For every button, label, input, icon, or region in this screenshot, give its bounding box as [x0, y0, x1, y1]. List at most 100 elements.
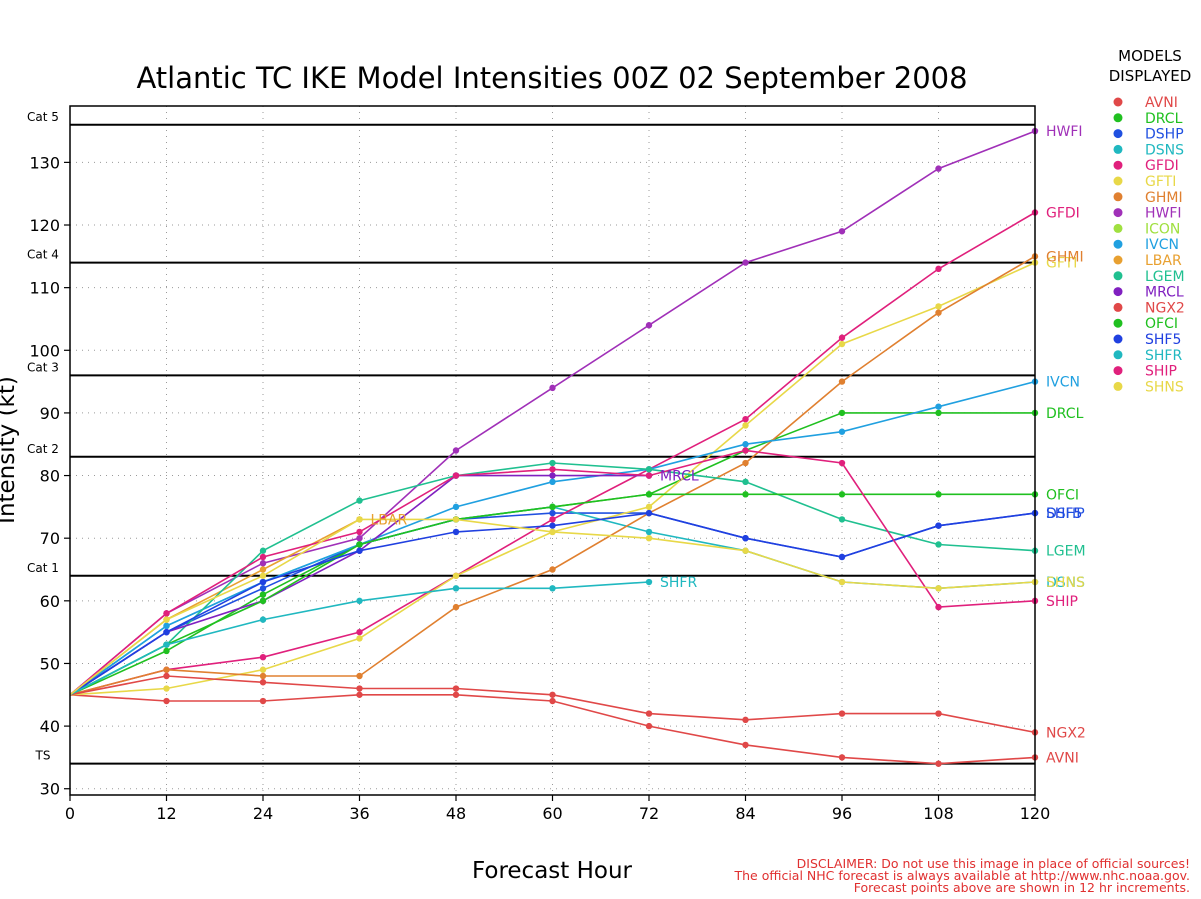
data-point-ghmi [935, 309, 942, 316]
end-label-drcl: DRCL [1046, 406, 1084, 422]
data-point-ofci [259, 597, 267, 605]
end-label-ngx2: NGX2 [1046, 725, 1086, 741]
data-point-shfr [549, 585, 556, 592]
data-point-ngx2 [452, 685, 460, 692]
legend-items: AVNIDRCLDSHPDSNSGFDIGFTIGHMIHWFIICONIVCN… [1113, 95, 1185, 395]
data-point-drcl [259, 591, 267, 598]
data-point-gfti [645, 503, 653, 511]
data-point-gfdi [742, 415, 749, 423]
data-point-shf5 [356, 547, 363, 554]
x-tick-label: 72 [639, 804, 659, 823]
legend-label-shf5: SHF5 [1145, 332, 1181, 348]
end-label-lbar: LBAR [371, 512, 408, 528]
series-line-avni [69, 693, 1036, 765]
data-point-shfr [645, 578, 653, 586]
data-point-avni [935, 760, 942, 767]
data-point-shf5 [935, 522, 942, 529]
data-point-shns [935, 585, 942, 592]
data-point-hwfi [838, 228, 846, 235]
x-tick-label: 12 [156, 804, 176, 823]
legend-marker-lbar [1113, 255, 1123, 265]
data-point-shf5 [838, 553, 846, 561]
series-lines [69, 127, 1039, 767]
data-point-shf5 [452, 528, 460, 536]
data-point-shns [259, 572, 267, 579]
data-point-ghmi [742, 459, 749, 467]
data-point-gfdi [838, 334, 846, 341]
data-point-ngx2 [838, 710, 846, 717]
y-tick-label: 110 [29, 279, 60, 298]
data-point-shfr [452, 585, 460, 592]
data-point-ofci [838, 491, 846, 498]
data-point-lgem [259, 547, 267, 554]
data-point-mrcl [549, 472, 556, 479]
data-point-shns [549, 528, 556, 536]
legend-marker-gfdi [1113, 160, 1123, 170]
legend-label-icon: ICON [1145, 221, 1180, 237]
disclaimer: DISCLAIMER: Do not use this image in pla… [734, 856, 1191, 895]
data-point-ship [356, 528, 363, 536]
data-point-shfr [163, 641, 170, 648]
data-point-ofci [645, 491, 653, 498]
data-point-hwfi [259, 560, 267, 567]
legend-label-ghmi: GHMI [1145, 190, 1183, 206]
data-point-shf5 [645, 509, 653, 517]
data-point-gfti [838, 340, 846, 348]
end-label-lgem: LGEM [1046, 544, 1086, 560]
data-point-hwfi [645, 322, 653, 329]
legend-marker-gfti [1113, 176, 1123, 186]
threshold-label: TS [35, 749, 51, 763]
end-label-dshp: DSHP [1046, 506, 1085, 522]
data-point-lgem [549, 459, 556, 467]
x-tick-label: 24 [253, 804, 273, 823]
data-point-shf5 [549, 522, 556, 529]
x-tick-label: 36 [349, 804, 369, 823]
threshold-label: Cat 1 [27, 561, 59, 575]
legend-marker-ghmi [1113, 192, 1123, 202]
x-tick-label: 60 [542, 804, 562, 823]
legend-label-shns: SHNS [1145, 379, 1184, 395]
legend-marker-hwfi [1113, 208, 1123, 218]
data-point-ngx2 [259, 679, 267, 686]
data-point-gfdi [549, 516, 556, 523]
legend-marker-dsns [1113, 144, 1123, 154]
legend-label-shfr: SHFR [1145, 348, 1182, 364]
legend-label-gfdi: GFDI [1145, 158, 1179, 174]
data-point-lgem [838, 516, 846, 523]
legend-marker-dshp [1113, 129, 1123, 139]
x-tick-label: 120 [1020, 804, 1051, 823]
disclaimer-line1: DISCLAIMER: Do not use this image in pla… [797, 856, 1190, 871]
legend-label-ofci: OFCI [1145, 316, 1178, 332]
data-point-shf5 [163, 628, 170, 636]
data-point-ivcn [452, 503, 460, 511]
data-point-ship [549, 466, 556, 473]
data-point-ofci [742, 491, 749, 498]
x-tick-label: 84 [735, 804, 755, 823]
data-point-avni [163, 697, 170, 705]
end-label-shf5: SHF5 [1046, 506, 1082, 522]
data-point-ghmi [452, 603, 460, 611]
data-point-ngx2 [549, 691, 556, 698]
data-point-ofci [356, 541, 363, 548]
x-tick-label: 108 [923, 804, 954, 823]
data-point-lgem [356, 497, 363, 504]
data-point-hwfi [549, 384, 556, 392]
end-label-ship: SHIP [1046, 594, 1078, 610]
data-point-lbar [259, 566, 267, 573]
legend-marker-icon [1113, 223, 1123, 233]
end-label-gfdi: GFDI [1046, 205, 1080, 221]
legend-marker-avni [1113, 97, 1123, 107]
y-tick-label: 60 [40, 592, 60, 611]
data-point-ngx2 [935, 710, 942, 717]
data-point-shf5 [259, 578, 267, 586]
legend-label-avni: AVNI [1145, 95, 1178, 111]
legend-label-drcl: DRCL [1145, 111, 1183, 127]
data-point-lgem [645, 466, 653, 473]
data-point-ngx2 [163, 672, 170, 680]
data-point-shns [838, 578, 846, 586]
data-point-ship [742, 447, 749, 454]
legend-marker-shf5 [1113, 334, 1123, 344]
axes: 0 12 24 36 48 60 72 84 96 108 120 30 40 50 60 70 80 90 100… [29, 105, 1051, 823]
